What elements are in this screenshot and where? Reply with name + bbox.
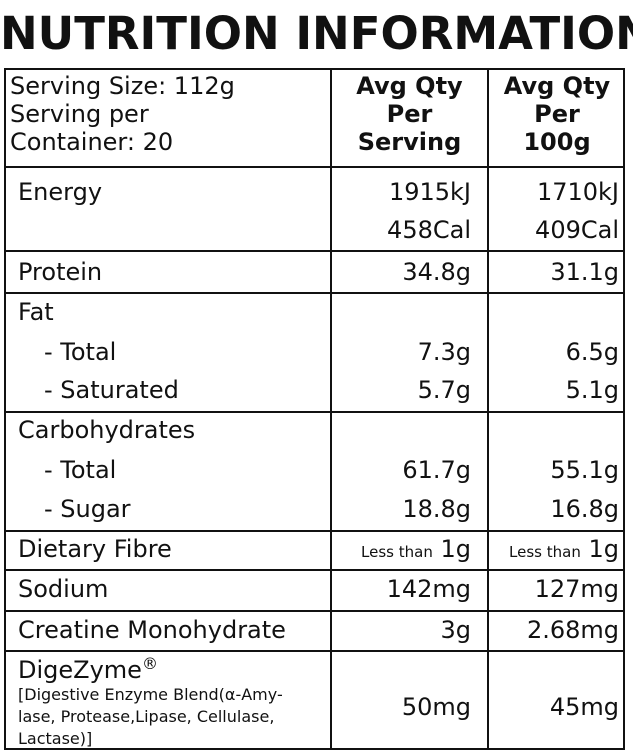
fibre-serving-prefix: Less than [361, 543, 433, 561]
digezyme-100g: 45mg [549, 693, 619, 721]
carbs-total-serving: 61.7g [402, 456, 471, 484]
fat-saturated-serving: 5.7g [417, 376, 471, 404]
sugar-100g: 16.8g [550, 495, 619, 523]
column-divider [487, 70, 489, 748]
serving-per: Serving per [10, 100, 149, 128]
row-divider [6, 610, 623, 612]
digezyme-serving: 50mg [401, 693, 471, 721]
fat-saturated-100g: 5.1g [565, 376, 619, 404]
protein-label: Protein [18, 258, 103, 286]
fat-total-serving: 7.3g [417, 338, 471, 366]
sodium-label: Sodium [18, 575, 109, 603]
fibre-100g-prefix: Less than [509, 543, 581, 561]
energy-cal-100g: 409Cal [535, 216, 619, 244]
energy-kj-100g: 1710kJ [536, 178, 619, 206]
energy-label: Energy [18, 178, 103, 206]
sodium-100g: 127mg [534, 575, 619, 603]
fibre-serving: Less than 1g [361, 535, 471, 566]
energy-cal-serving: 458Cal [387, 216, 471, 244]
container-count: Container: 20 [10, 128, 174, 156]
fat-total-label: - Total [44, 338, 117, 366]
nutrition-table: Serving Size: 112g Serving per Container… [4, 68, 625, 750]
column-divider [330, 70, 332, 748]
digezyme-name: DigeZyme [18, 656, 142, 684]
serving-size: Serving Size: 112g [10, 72, 235, 100]
carbs-total-100g: 55.1g [550, 456, 619, 484]
row-divider [6, 530, 623, 532]
registered-mark: ® [141, 654, 158, 673]
page-title: NUTRITION INFORMATION [0, 7, 633, 60]
protein-100g: 31.1g [550, 258, 619, 286]
row-divider [6, 292, 623, 294]
row-divider [6, 569, 623, 571]
row-divider [6, 650, 623, 652]
carbohydrates-label: Carbohydrates [18, 416, 196, 444]
sodium-serving: 142mg [386, 575, 471, 603]
carbs-total-label: - Total [44, 456, 117, 484]
header-per-100g: Avg Qty Per 100g [503, 72, 611, 156]
creatine-serving: 3g [440, 616, 471, 644]
serving-info: Serving Size: 112g Serving per Container… [10, 72, 235, 156]
fat-saturated-label: - Saturated [44, 376, 179, 404]
creatine-100g: 2.68mg [526, 616, 619, 644]
digezyme-note: [Digestive Enzyme Blend(α-Amy- lase, Pro… [18, 685, 283, 748]
creatine-label: Creatine Monohydrate [18, 616, 286, 644]
energy-kj-serving: 1915kJ [388, 178, 471, 206]
sugar-label: - Sugar [44, 495, 131, 523]
header-per-serving: Avg Qty Per Serving [356, 72, 463, 156]
protein-serving: 34.8g [402, 258, 471, 286]
fat-label: Fat [18, 298, 54, 326]
fat-total-100g: 6.5g [565, 338, 619, 366]
fibre-serving-value: 1g [440, 535, 471, 563]
fibre-label: Dietary Fibre [18, 535, 172, 563]
digezyme-label: DigeZyme® [18, 654, 158, 685]
fibre-100g: Less than 1g [509, 535, 619, 566]
row-divider [6, 411, 623, 413]
sugar-serving: 18.8g [402, 495, 471, 523]
row-divider [6, 166, 623, 168]
fibre-100g-value: 1g [588, 535, 619, 563]
row-divider [6, 250, 623, 252]
